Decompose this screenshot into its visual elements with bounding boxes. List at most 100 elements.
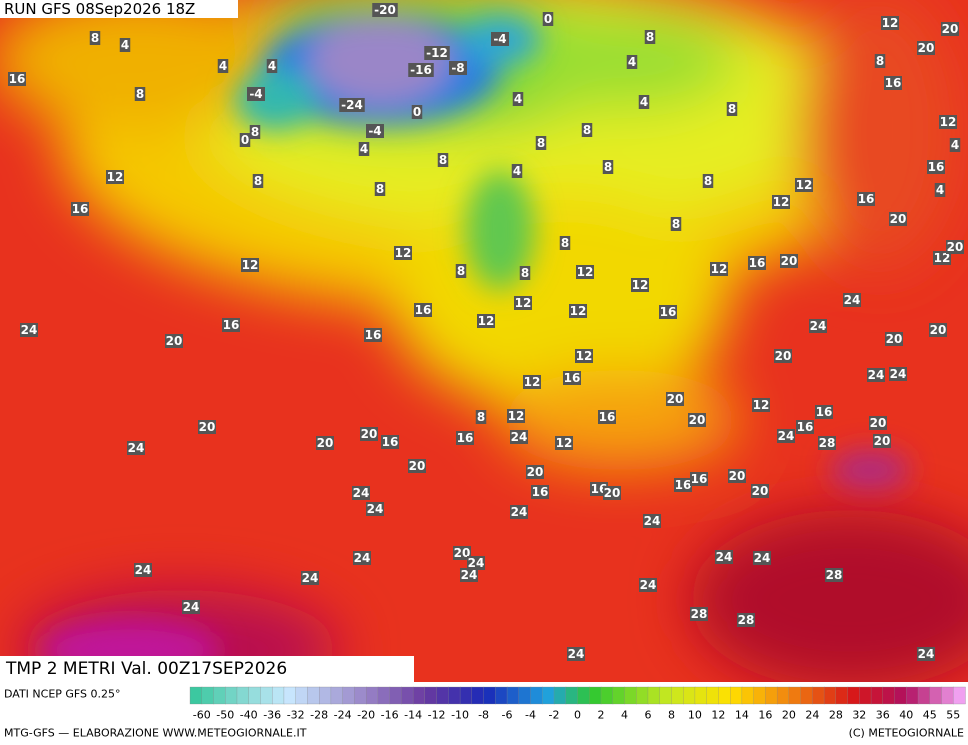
label-box	[301, 571, 319, 585]
temp-label: 12	[933, 251, 951, 265]
label-box	[949, 138, 961, 152]
label-box	[165, 334, 183, 348]
label-box	[523, 375, 541, 389]
temp-value: 8	[254, 174, 262, 188]
colorbar-swatch	[718, 686, 731, 705]
temp-label: 8	[702, 174, 714, 188]
temp-label: 20	[780, 254, 798, 268]
colorbar-tick-label: 32	[852, 709, 866, 722]
colorbar-swatch	[530, 686, 543, 705]
temp-label: 20	[198, 420, 216, 434]
temp-label: 24	[889, 367, 907, 381]
colorbar-tick-label: -2	[549, 709, 560, 722]
colorbar-swatch	[389, 686, 403, 705]
label-box	[728, 469, 746, 483]
temp-label: 4	[119, 38, 131, 52]
temp-value: 20	[942, 22, 959, 36]
colorbar-swatch	[741, 686, 755, 705]
colorbar-swatch	[448, 686, 461, 705]
colorbar-tick-label: 24	[805, 709, 819, 722]
temp-value: 24	[135, 563, 152, 577]
label-box	[690, 607, 708, 621]
colorbar-tick-label: -36	[263, 709, 281, 722]
temp-label: 20	[869, 416, 887, 430]
temp-value: 20	[199, 420, 216, 434]
temp-label: 24	[643, 514, 661, 528]
temp-label: 24	[182, 600, 200, 614]
colorbar-swatch	[683, 686, 696, 705]
label-box	[531, 485, 549, 499]
label-box	[510, 430, 528, 444]
label-box	[884, 76, 902, 90]
colorbar-tick-label: -60	[193, 709, 211, 722]
field-title: TMP 2 METRI Val. 00Z17SEP2026	[5, 659, 287, 679]
temp-label: 4	[266, 59, 278, 73]
label-box	[917, 647, 935, 661]
temp-value: 28	[819, 436, 836, 450]
temp-value: 12	[711, 262, 728, 276]
temp-value: 8	[728, 102, 736, 116]
label-box	[394, 246, 412, 260]
colorbar-tick-label: 45	[923, 709, 937, 722]
temp-value: 12	[934, 251, 951, 265]
temp-value: 24	[353, 486, 370, 500]
source: DATI NCEP GFS 0.25°	[4, 688, 121, 701]
temp-label: 4	[626, 55, 638, 69]
temp-label: 4	[934, 183, 946, 197]
temp-value: 28	[738, 613, 755, 627]
colorbar-swatch	[201, 686, 215, 705]
temp-value: 16	[691, 472, 708, 486]
label-box	[710, 262, 728, 276]
temp-label: 12	[507, 409, 525, 423]
label-box	[815, 405, 833, 419]
temp-label: 12	[752, 398, 770, 412]
colorbar-swatch	[354, 686, 367, 705]
temp-label: 12	[477, 314, 495, 328]
label-box	[927, 160, 945, 174]
temp-value: 16	[599, 410, 616, 424]
colorbar-swatch	[213, 686, 226, 705]
temp-label: 20	[603, 486, 621, 500]
temp-label: 16	[364, 328, 382, 342]
temp-label: 12	[523, 375, 541, 389]
temp-value: 8	[672, 217, 680, 231]
label-box	[688, 413, 706, 427]
temp-value: 12	[940, 115, 957, 129]
colorbar-tick-label: -14	[404, 709, 422, 722]
temp-label: 24	[777, 429, 795, 443]
temp-label: 8	[89, 31, 101, 45]
temp-value: 4	[628, 55, 636, 69]
temp-label: 20	[873, 434, 891, 448]
temp-label: 20	[889, 212, 907, 226]
colorbar-swatch	[342, 686, 356, 705]
label-box	[366, 124, 384, 138]
colorbar-swatch	[542, 686, 555, 705]
colorbar-tick-label: -50	[216, 709, 234, 722]
colorbar-tick-label: -40	[240, 709, 258, 722]
label-box	[559, 236, 571, 250]
label-box	[563, 371, 581, 385]
label-box	[241, 258, 259, 272]
temp-value: 24	[354, 551, 371, 565]
temp-label: 16	[796, 420, 814, 434]
temp-label: 28	[737, 613, 755, 627]
temp-label: -8	[449, 61, 467, 75]
temp-label: 8	[252, 174, 264, 188]
label-box	[247, 87, 265, 101]
temp-value: 12	[773, 195, 790, 209]
temp-value: 24	[128, 441, 145, 455]
temp-label: 20	[526, 465, 544, 479]
temp-label: 12	[569, 304, 587, 318]
temp-label: 16	[414, 303, 432, 317]
label-box	[666, 392, 684, 406]
colorbar-swatch	[330, 686, 344, 705]
temp-value: 8	[477, 410, 485, 424]
colorbar-swatch	[495, 686, 508, 705]
colorbar-tick-label: -28	[310, 709, 328, 722]
temp-value: 20	[667, 392, 684, 406]
temp-value: 24	[868, 368, 885, 382]
temp-label: 20	[316, 436, 334, 450]
temp-label: 12	[555, 436, 573, 450]
temp-label: 8	[644, 30, 656, 44]
run-box	[0, 0, 238, 18]
